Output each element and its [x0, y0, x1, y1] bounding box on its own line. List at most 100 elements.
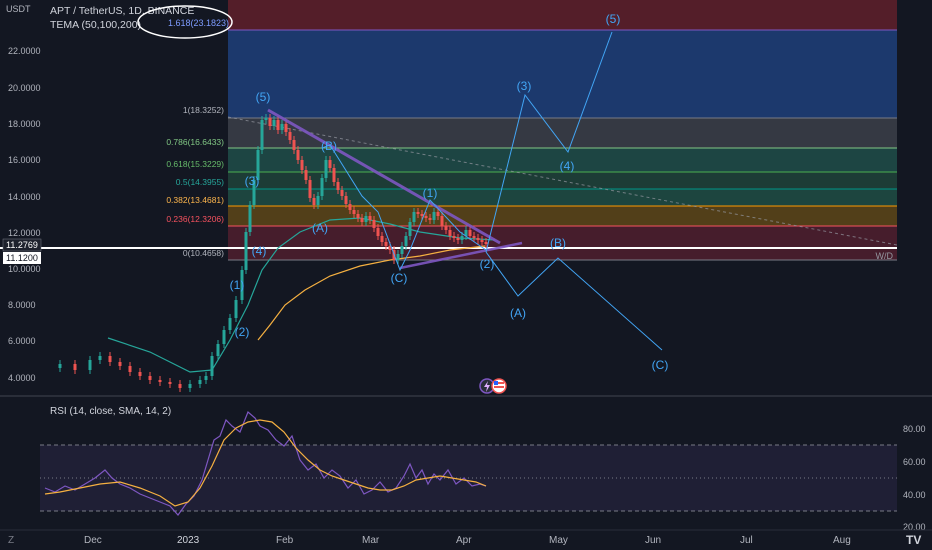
rsi-sma-line [44, 419, 487, 507]
time-label: Apr [456, 535, 472, 546]
candle-body [178, 384, 182, 388]
rsi-tick: 60.00 [903, 457, 926, 467]
rsi-axis[interactable]: 80.00 60.00 40.00 20.00 [903, 424, 926, 532]
wave-label-2-low: (2) [235, 325, 250, 339]
candle-body [280, 124, 284, 130]
candle-body [456, 238, 460, 240]
fib-label-05: 0.5(14.3955) [176, 177, 224, 187]
candle-body [380, 236, 384, 242]
candle-body [480, 240, 484, 242]
fib-label-1618: 1.618(23.1823) [168, 18, 229, 28]
price-tick: 16.0000 [8, 155, 41, 165]
candle-body [460, 236, 464, 240]
proj-label-3: (3) [517, 79, 532, 93]
time-label: May [549, 535, 568, 546]
candle-body [300, 160, 304, 170]
candle-body [198, 380, 202, 384]
fib-zone-1618 [228, 0, 897, 30]
time-label: Dec [84, 535, 102, 546]
hand-drawn-circle [137, 5, 233, 39]
wave-label-1-low: (1) [230, 278, 245, 292]
fib-label-0382: 0.382(13.4681) [166, 195, 224, 205]
candle-body [388, 246, 392, 250]
candle-body [248, 205, 252, 232]
candle-body [73, 364, 77, 370]
candle-body [324, 160, 328, 178]
fib-label-0786: 0.786(16.6433) [166, 137, 224, 147]
candle-body [98, 356, 102, 360]
tema-orange-line [257, 245, 486, 341]
time-label: Mar [362, 535, 380, 546]
fib-label-0618: 0.618(15.3229) [166, 159, 224, 169]
fib-zone-05 [228, 172, 897, 189]
candle-body [344, 196, 348, 204]
time-label: Jul [740, 535, 753, 546]
candles [58, 114, 488, 392]
candle-body [252, 180, 256, 205]
rsi-title[interactable]: RSI (14, close, SMA, 14, 2) [50, 406, 171, 417]
candle-body [472, 236, 476, 238]
price-axis[interactable]: 22.0000 20.0000 18.0000 16.0000 14.0000 … [8, 46, 41, 383]
current-price-tag-bg [2, 238, 42, 252]
candle-body [352, 210, 356, 214]
candle-body [128, 366, 132, 372]
candle-body [234, 300, 238, 318]
wave-label-2-mid: (2) [480, 257, 495, 271]
proj-label-5: (5) [606, 12, 621, 26]
time-label: Jun [645, 535, 661, 546]
candle-body [216, 344, 220, 356]
candle-body [316, 196, 320, 205]
candle-body [452, 236, 456, 238]
candle-body [292, 140, 296, 150]
candle-body [420, 214, 424, 216]
fib-zone-1 [228, 30, 897, 118]
wd-label: W/D [876, 251, 894, 261]
wave-label-4: (4) [252, 244, 267, 258]
fib-labels: 1(18.3252) 0.786(16.6433) 0.618(15.3229)… [166, 105, 224, 258]
us-flag-stripe [494, 382, 504, 384]
price-tick: 18.0000 [8, 119, 41, 129]
current-price-tag: 11.2769 [6, 240, 38, 250]
line-price-tag-bg [3, 252, 41, 264]
candle-body [332, 168, 336, 182]
candle-body [376, 228, 380, 236]
wave-count-historic [321, 144, 487, 272]
wave-projection-bullish [485, 31, 613, 253]
rsi-tick: 40.00 [903, 490, 926, 500]
triangle-lower-line[interactable] [399, 241, 523, 270]
candle-body [428, 218, 432, 220]
tema-indicator-label[interactable]: TEMA (50,100,200) [50, 19, 141, 31]
tradingview-logo-icon[interactable]: TV [906, 533, 921, 547]
price-tick: 4.0000 [8, 373, 36, 383]
event-icons[interactable] [479, 378, 507, 394]
fib-label-0236: 0.236(12.3206) [166, 214, 224, 224]
proj-label-C: (C) [652, 358, 669, 372]
candle-body [336, 182, 340, 190]
candle-body [88, 360, 92, 370]
fib-zone-0 [228, 226, 897, 260]
candle-body [244, 232, 248, 270]
rsi-tick: 20.00 [903, 522, 926, 532]
candle-body [256, 150, 260, 180]
fib-zone-0236 [228, 206, 897, 226]
wave-label-5-top: (5) [256, 90, 271, 104]
candle-body [436, 212, 440, 216]
candle-body [448, 230, 452, 236]
proj-label-4: (4) [560, 159, 575, 173]
candle-body [444, 226, 448, 230]
candle-body [320, 178, 324, 196]
candle-body [168, 382, 172, 384]
symbol-title[interactable]: APT / TetherUS, 1D, BINANCE [50, 5, 194, 17]
price-tick: 6.0000 [8, 336, 36, 346]
triangle-upper-line[interactable] [267, 108, 501, 245]
candle-body [264, 118, 268, 120]
timezone-z-icon[interactable]: Z [8, 535, 14, 546]
candle-body [364, 216, 368, 222]
us-flag-stripe [494, 386, 504, 388]
candle-body [108, 356, 112, 362]
candle-body [408, 222, 412, 236]
proj-label-B: (B) [550, 236, 566, 250]
proj-label-A: (A) [510, 306, 526, 320]
time-axis[interactable]: Dec 2023 Feb Mar Apr May Jun Jul Aug [84, 535, 851, 546]
candle-body [396, 254, 400, 260]
